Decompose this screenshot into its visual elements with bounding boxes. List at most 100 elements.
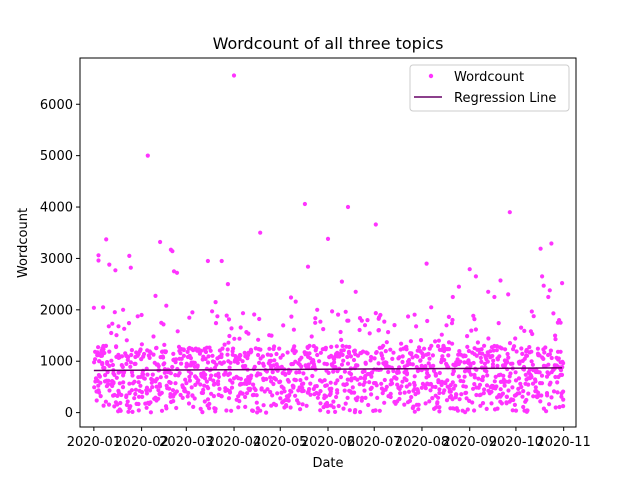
scatter-point	[124, 361, 129, 366]
scatter-point	[467, 398, 472, 403]
scatter-point	[206, 354, 211, 359]
scatter-point	[508, 371, 513, 376]
scatter-point	[414, 324, 419, 329]
scatter-point	[275, 391, 280, 396]
scatter-point	[326, 403, 331, 408]
scatter-point	[558, 349, 563, 354]
scatter-point	[101, 365, 106, 370]
scatter-point	[306, 362, 311, 367]
x-tick-label: 2020-11	[537, 435, 591, 450]
scatter-point	[486, 289, 491, 294]
scatter-point	[227, 365, 232, 370]
scatter-point	[161, 362, 166, 367]
scatter-point	[110, 321, 115, 326]
scatter-point	[312, 364, 317, 369]
scatter-point	[453, 383, 458, 388]
scatter-point	[256, 352, 261, 358]
scatter-point	[278, 379, 283, 384]
scatter-point	[136, 401, 141, 407]
x-tick-label: 2020-04	[207, 435, 261, 450]
scatter-point	[527, 345, 532, 350]
scatter-point	[479, 359, 484, 364]
scatter-point	[221, 360, 226, 365]
scatter-point	[212, 381, 217, 386]
scatter-point	[486, 336, 491, 341]
scatter-point	[226, 396, 232, 401]
scatter-point	[348, 354, 353, 359]
scatter-point	[201, 387, 206, 392]
scatter-point	[156, 396, 161, 401]
scatter-point	[129, 352, 134, 358]
scatter-point	[285, 350, 290, 355]
scatter-point	[150, 385, 155, 390]
y-tick-label: 6000	[40, 98, 73, 113]
scatter-point	[399, 384, 404, 389]
y-tick-label: 1000	[40, 355, 73, 370]
scatter-point	[103, 343, 109, 348]
scatter-point	[296, 401, 301, 406]
scatter-point	[417, 345, 422, 350]
scatter-point	[244, 391, 250, 396]
scatter-point	[506, 379, 511, 384]
scatter-point	[404, 371, 410, 376]
scatter-point	[268, 353, 274, 358]
scatter-point	[142, 376, 147, 381]
scatter-point	[430, 396, 435, 401]
scatter-point	[494, 384, 499, 389]
scatter-point	[307, 343, 312, 348]
scatter-point	[243, 378, 249, 383]
scatter-point	[479, 347, 484, 352]
scatter-point	[507, 341, 513, 346]
scatter-point	[207, 401, 212, 406]
scatter-point	[104, 237, 109, 242]
scatter-point	[365, 318, 370, 323]
scatter-point	[246, 331, 251, 336]
scatter-point	[335, 378, 340, 383]
scatter-point	[404, 378, 409, 383]
scatter-point	[318, 319, 323, 324]
x-axis-ticks: 2020-012020-022020-032020-042020-052020-…	[67, 427, 591, 450]
scatter-point	[291, 327, 296, 332]
scatter-point	[549, 241, 554, 246]
scatter-point	[357, 382, 362, 387]
scatter-point	[339, 337, 344, 342]
scatter-point	[400, 359, 405, 365]
scatter-point	[192, 396, 197, 401]
scatter-point	[329, 344, 334, 349]
scatter-point	[355, 377, 360, 382]
scatter-point	[536, 390, 541, 395]
scatter-point	[334, 394, 339, 400]
scatter-point	[499, 401, 504, 406]
scatter-point	[555, 390, 560, 395]
scatter-point	[106, 378, 111, 383]
scatter-point	[269, 333, 274, 338]
scatter-point	[272, 358, 277, 363]
scatter-point	[297, 370, 302, 375]
scatter-point	[433, 373, 438, 378]
scatter-point	[408, 339, 413, 344]
scatter-point	[333, 409, 338, 414]
scatter-point	[372, 356, 377, 361]
scatter-point	[109, 330, 114, 336]
scatter-point	[136, 394, 142, 399]
scatter-point	[426, 373, 431, 378]
scatter-point	[293, 349, 298, 354]
scatter-point	[251, 382, 256, 387]
scatter-point	[315, 395, 320, 400]
scatter-point	[235, 360, 240, 365]
scatter-point	[121, 307, 126, 312]
scatter-point	[541, 356, 546, 361]
scatter-point	[148, 400, 153, 405]
scatter-point	[441, 343, 446, 348]
scatter-point	[430, 353, 435, 358]
scatter-point	[498, 278, 503, 283]
scatter-point	[546, 362, 551, 367]
scatter-point	[436, 395, 441, 400]
scatter-point	[472, 382, 477, 387]
scatter-point	[205, 258, 210, 264]
scatter-point	[506, 355, 511, 360]
scatter-point	[561, 404, 566, 409]
scatter-point	[236, 405, 241, 410]
scatter-point	[346, 349, 351, 354]
scatter-point	[301, 371, 306, 376]
